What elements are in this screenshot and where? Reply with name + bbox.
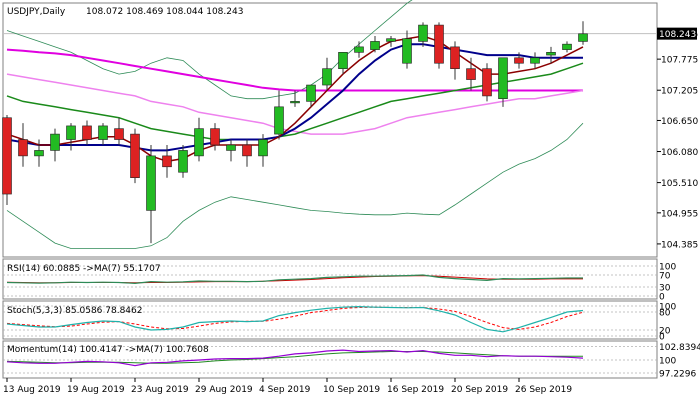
candle-body [386,38,396,42]
candle-body [322,68,332,86]
candle-body [498,57,508,99]
price-tick-label: 104.955 [661,209,698,219]
candle-layer [2,21,588,244]
price-tick-label: 106.650 [661,117,698,127]
momentum-panel-frame [2,340,658,379]
date-tick-label: 23 Aug 2019 [131,385,189,395]
indicator-level-label: 0 [659,293,665,303]
date-tick-label: 10 Sep 2019 [323,385,380,395]
indicator-level-label: 100 [659,356,676,366]
indicator-main-line [6,274,583,285]
indicator-level-label: 0 [659,333,665,343]
candle-body [530,57,540,64]
candle-body [482,68,492,97]
current-price-box [657,27,697,40]
indicator-main-line [6,349,584,367]
main-panel-frame [2,2,658,258]
candle-body [162,155,172,168]
indicator-main-line [6,305,584,333]
candle-body [226,144,236,151]
price-tick-label: 107.205 [661,87,698,97]
candle-body [434,24,444,64]
indicator-level-label: 70 [659,272,671,282]
candle-body [402,38,412,64]
bb-lower-line [6,122,584,249]
candle-body [50,133,60,151]
candle-body [338,52,348,69]
pink-ma-line [6,73,584,135]
candle-body [450,46,460,69]
date-tick-label: 13 Aug 2019 [3,385,61,395]
candle-body [546,52,556,56]
indicator-level-label: 30 [659,284,671,294]
date-tick-label: 26 Sep 2019 [515,385,572,395]
candle-body [370,41,380,50]
candle-body [418,24,428,42]
candle-body [114,128,124,140]
stoch-panel-frame [2,300,658,340]
date-tick-label: 29 Aug 2019 [195,385,253,395]
candle-body [306,84,316,102]
price-axis: 108.245107.775107.205106.650106.080105.5… [657,30,698,250]
candle-body [130,133,140,178]
candle-body [146,155,156,211]
indicator-level-label: 97.2296 [659,369,696,379]
navy-ma-line [6,43,583,152]
candle-body [578,33,588,42]
candle-body [242,144,252,157]
candle-body [18,139,28,157]
indicator-level-label: 20 [659,327,671,337]
candle-body [258,139,268,157]
date-tick-label: 20 Sep 2019 [451,385,508,395]
price-tick-label: 107.775 [661,56,698,66]
candle-body [66,125,76,140]
candle-body [98,125,108,140]
chart-header-ohlc: 108.072 108.469 108.044 108.243 [86,7,243,17]
candle-body [562,43,572,50]
chart-header-symbol: USDJPY,Daily [7,7,66,17]
indicator-level-label: 102.8394 [659,343,700,353]
candle-body [178,150,188,173]
candle-body [290,101,300,104]
candle-body [34,150,44,157]
candle-body [2,117,12,195]
momentum-header-label: Momentum(14) 100.4147 ->MA(7) 100.7608 [7,345,209,355]
indicator-signal-line [6,306,584,330]
indicator-level-label: 80 [659,309,671,319]
candle-body [354,46,364,53]
indicator-level-label: 100 [659,303,676,313]
date-tick-label: 4 Sep 2019 [259,385,311,395]
candle-body [466,68,476,80]
candle-body [194,128,204,157]
rsi-header-label: RSI(14) 60.0885 ->MA(7) 55.1707 [7,264,161,274]
indicator-level-label: 100 [659,263,676,273]
price-tick-label: 106.080 [661,148,698,158]
candle-body [82,125,92,140]
candle-body [210,128,220,146]
price-tick-label: 104.385 [661,240,698,250]
candle-body [514,57,524,64]
stoch-header-label: Stoch(5,3,3) 85.0586 78.8462 [7,306,142,316]
date-tick-label: 16 Sep 2019 [387,385,444,395]
current-price-label: 108.243 [659,30,696,40]
price-tick-label: 105.510 [661,179,698,189]
date-axis: 13 Aug 2019 19 Aug 2019 23 Aug 2019 29 Aug … [3,378,572,395]
date-tick-label: 19 Aug 2019 [67,385,125,395]
candle-body [274,106,284,135]
